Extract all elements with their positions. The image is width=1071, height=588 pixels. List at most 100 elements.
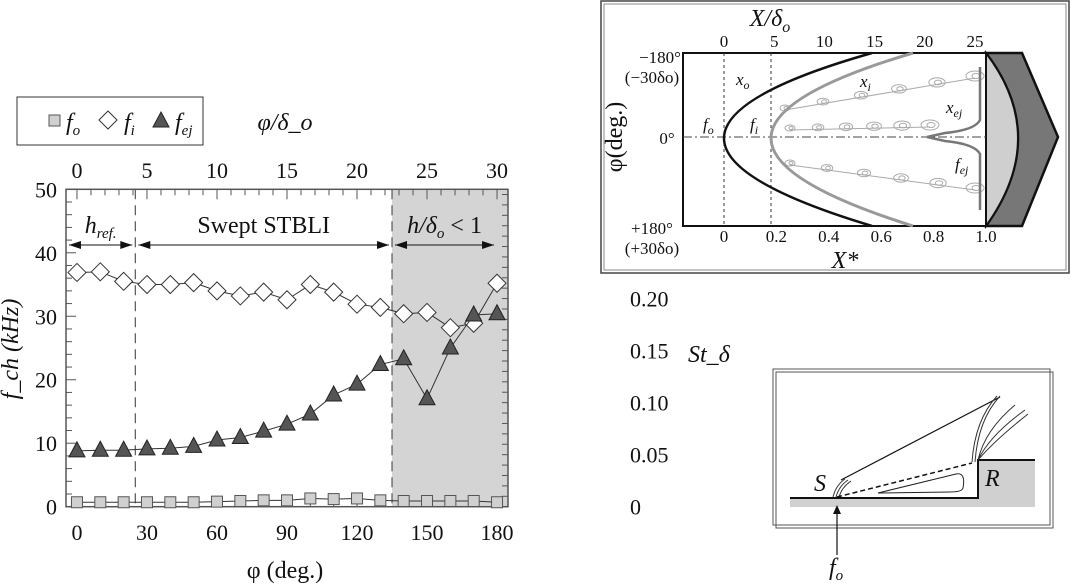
point-f_i (113, 271, 134, 292)
point-f_i (417, 302, 437, 323)
wall (790, 498, 1035, 507)
point-f_i (90, 262, 111, 282)
y-axis-label: f_ch (kHz) (0, 299, 24, 400)
point-f_i (370, 297, 391, 318)
legend-label-fo: fo (66, 110, 81, 139)
arrow-fo-label: fo (829, 555, 844, 584)
point-f_i (323, 282, 344, 302)
point-f_o (164, 496, 177, 509)
legend-marker-fej (152, 110, 170, 128)
point-f_ej (278, 414, 296, 431)
inset-bottom-tick: 0.6 (871, 227, 892, 246)
y-tick-label: 40 (35, 241, 57, 266)
region-label: Swept STBLI (197, 213, 330, 239)
inset-bottom-tick: 0 (720, 227, 729, 246)
y2-tick-label: 0.05 (630, 443, 669, 468)
vortex (784, 124, 796, 132)
point-f_o (281, 494, 293, 507)
point-f_i (300, 274, 321, 295)
vortex (816, 97, 830, 106)
vortex-core (871, 123, 879, 129)
vortex (856, 168, 872, 178)
inset-label-plus180: +180° (631, 219, 673, 238)
x2-tick-label: 20 (346, 158, 368, 183)
point-f_i (207, 281, 227, 301)
inset-top-tick: 25 (967, 32, 984, 51)
inset-left-axis-label: φ(deg.) (602, 102, 628, 173)
y-tick-label: 10 (35, 431, 57, 456)
point-f_o (397, 494, 410, 507)
point-f_o (117, 496, 130, 509)
vortex (784, 159, 796, 167)
arrowhead-left (395, 241, 408, 249)
vortex-core (896, 86, 904, 92)
point-f_o (234, 494, 247, 507)
region-annotations: href. Swept STBLI h/δo < 1 (68, 213, 495, 249)
point-f_ej (68, 440, 86, 458)
point-f_ej (301, 403, 320, 421)
point-f_i (277, 290, 297, 310)
inset-top-ticks: 0 5 10 15 20 25 (720, 32, 984, 51)
vortex (891, 84, 907, 94)
point-f_ej (324, 384, 343, 402)
point-f_o (94, 496, 107, 509)
point-f_o (491, 496, 504, 509)
arrowhead-right (377, 241, 390, 249)
inset-top-tick: 5 (770, 32, 779, 51)
inset-label-minus180: −180° (639, 48, 681, 67)
vortex (893, 120, 911, 131)
y-tick-label: 20 (35, 368, 57, 393)
x-tick-label: 120 (341, 520, 374, 545)
point-f_i (487, 273, 507, 293)
point-f_ej (208, 429, 226, 447)
legend-marker-fi (98, 110, 118, 130)
arrowhead-right (482, 241, 495, 249)
x-tick-label: 0 (71, 520, 82, 545)
vortex-core (843, 124, 851, 130)
point-f_o (327, 493, 340, 506)
vortex-core (933, 79, 943, 86)
svg-text:fi: fi (750, 115, 758, 137)
svg-text:xi: xi (859, 72, 871, 94)
point-f_o (210, 495, 223, 508)
point-f_i (67, 262, 87, 283)
x2-tick-label: 0 (71, 158, 82, 183)
inset-bottom-tick: 0.2 (766, 227, 787, 246)
series-layer (67, 262, 507, 509)
inset-bottom-ticks: 0 0.2 0.4 0.6 0.8 1.0 (720, 227, 997, 246)
inset-label-0deg: 0° (659, 129, 674, 148)
x-axis-label: φ (deg.) (247, 558, 324, 584)
point-f_i (253, 282, 274, 302)
right-axis-label: St_δ (688, 342, 731, 368)
vortex (853, 90, 869, 100)
point-f_o (421, 494, 434, 507)
inset-label-minus30d: (−30δo) (625, 68, 679, 87)
x2-tick-label: 10 (206, 158, 228, 183)
vortex-core (858, 92, 866, 98)
vortex (920, 119, 940, 131)
x-tick-label: 30 (136, 520, 158, 545)
y2-tick-label: 0.15 (630, 339, 669, 364)
step (978, 460, 1035, 507)
x-tick-label: 150 (411, 520, 444, 545)
inset-top-tick: 10 (816, 32, 833, 51)
point-f_i (230, 286, 251, 306)
label-S: S (814, 471, 826, 497)
point-f_o (444, 494, 457, 507)
point-f_ej (441, 337, 460, 355)
inset-bottom-axis-label: X* (831, 248, 859, 274)
inset-separation-sketch: S R fo (772, 368, 1054, 584)
point-f_i (393, 304, 414, 324)
vortex (866, 121, 882, 131)
point-f_ej (418, 388, 436, 406)
point-f_i (137, 274, 157, 295)
point-f_i (183, 272, 204, 293)
svg-text:xej: xej (945, 98, 963, 120)
vortex-core (788, 161, 794, 165)
point-f_ej (371, 354, 390, 372)
point-f_o (70, 496, 83, 509)
vortex-core (934, 180, 944, 186)
vortex-trails (779, 70, 985, 194)
tick-labels: 0 10 20 30 40 50 0 30 60 90 120 150 180 0 5 10 15 20 25 30 0… (35, 158, 669, 545)
